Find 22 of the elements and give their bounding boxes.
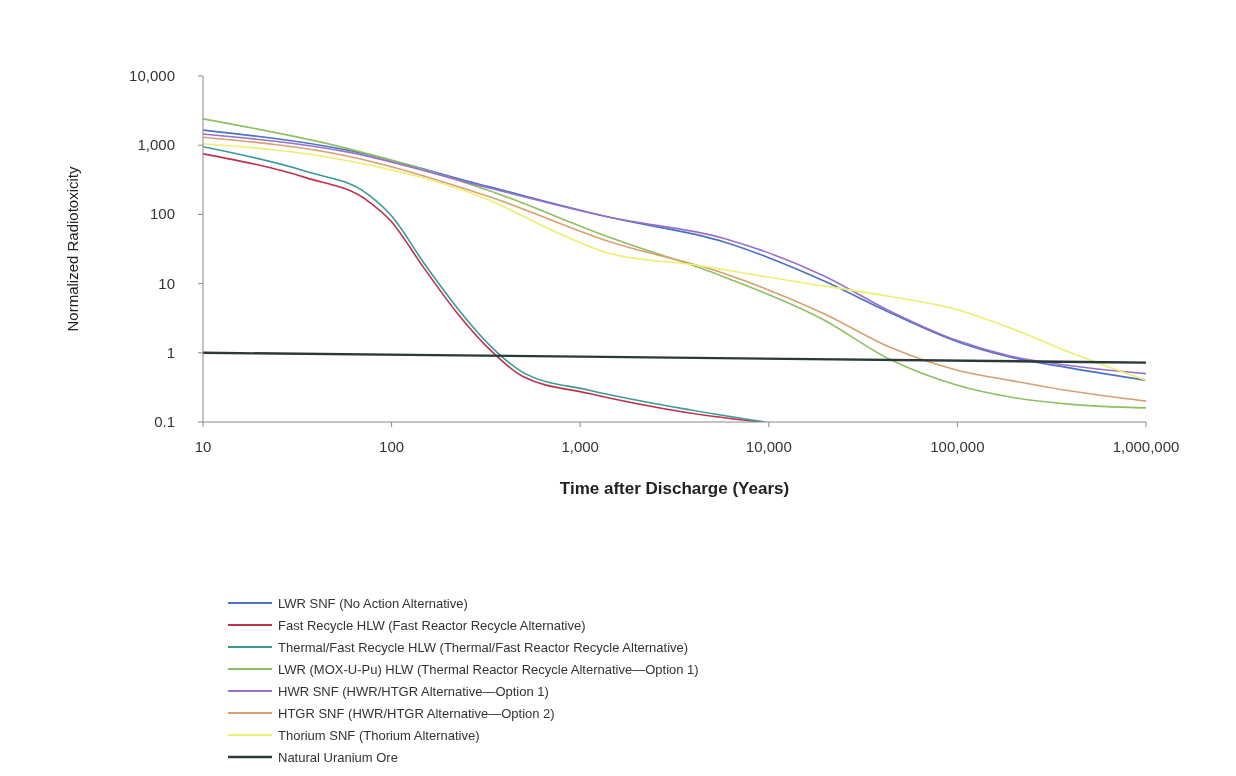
y-tick-label: 1 [166,343,175,361]
y-tick-label: 10,000 [129,67,175,84]
x-tick-label: 1,000 [561,438,599,455]
legend-label: LWR (MOX-U-Pu) HLW (Thermal Reactor Recycle Alternative—Option 1) [278,662,699,677]
y-tick-label: 0.1 [154,413,175,430]
legend-label: Thermal/Fast Recycle HLW (Thermal/Fast Reactor Recycle Alternative) [278,640,689,655]
legend-label: Thorium SNF (Thorium Alternative) [278,728,480,743]
y-tick-label: 1,000 [137,136,175,154]
y-axis-title: Normalized Radiotoxicity [64,165,81,332]
x-tick-label: 1,000,000 [1112,438,1180,455]
x-tick-label: 100 [379,438,405,455]
y-tick-label: 100 [149,205,175,223]
legend-label: Fast Recycle HLW (Fast Reactor Recycle Alternative) [278,618,586,633]
x-axis-title: Time after Discharge (Years) [559,479,790,498]
y-tick-label: 10 [158,274,175,292]
legend-label: HWR SNF (HWR/HTGR Alternative—Option 1) [278,684,549,699]
x-tick-label: 100,000 [930,438,985,455]
legend-label: Natural Uranium Ore [278,750,398,765]
x-tick-label: 10 [194,438,212,455]
x-tick-label: 10,000 [745,438,792,455]
legend-label: LWR SNF (No Action Alternative) [278,596,468,611]
legend-label: HTGR SNF (HWR/HTGR Alternative—Option 2) [278,706,555,721]
